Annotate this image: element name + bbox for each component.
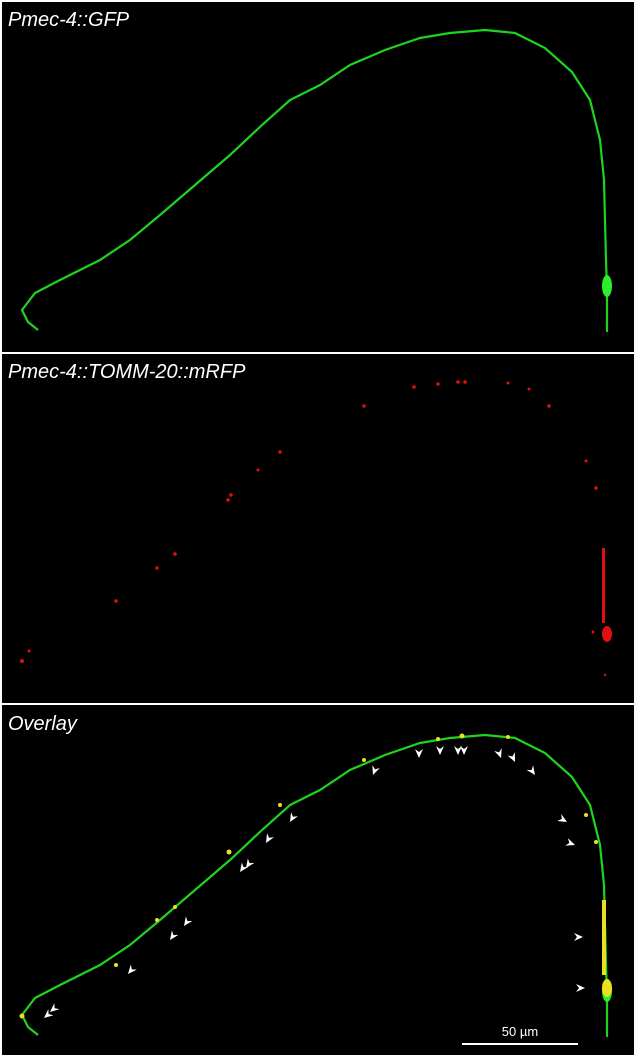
panel-label: Pmec-4::GFP: [8, 9, 130, 31]
page: {"panels": [{"label": "Pmec-4::GFP"}, {"…: [0, 0, 636, 1057]
scale-bar-label: 50 µm: [502, 1024, 538, 1039]
panel-label: Pmec-4::TOMM-20::mRFP: [8, 361, 246, 383]
panel-overlay: [2, 705, 634, 1055]
panel-mrfp: [2, 354, 634, 703]
figure: Pmec-4::GFP Pmec-4::TOMM-20::mRFP: [0, 0, 636, 1057]
panel-label: Overlay: [8, 713, 78, 735]
panel-gfp: [2, 2, 634, 352]
